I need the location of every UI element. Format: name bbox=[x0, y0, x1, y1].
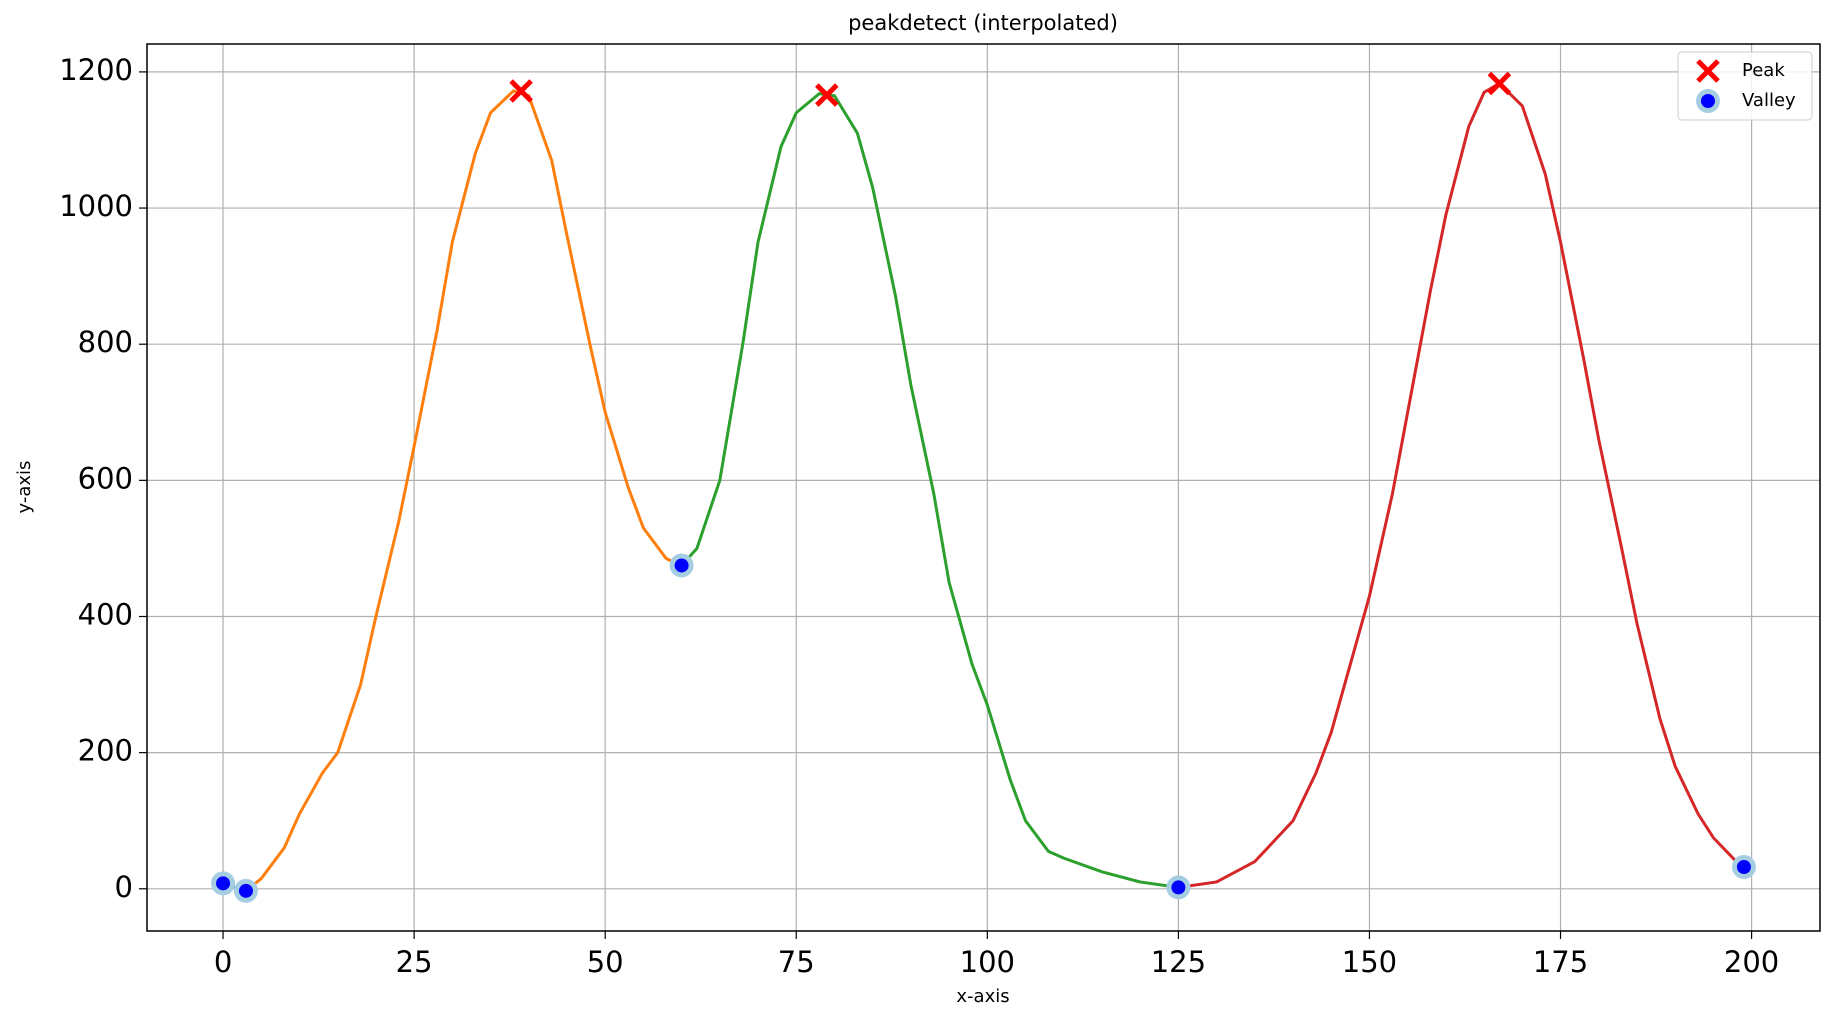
x-tick-label: 200 bbox=[1724, 945, 1779, 979]
y-axis-label: y-axis bbox=[14, 461, 35, 514]
valley-marker bbox=[674, 558, 689, 573]
grid bbox=[147, 44, 1820, 931]
x-tick-label: 50 bbox=[587, 945, 624, 979]
line bbox=[1178, 81, 1745, 889]
y-tick-label: 400 bbox=[78, 597, 133, 631]
peak-marker bbox=[509, 79, 533, 103]
x-tick-label: 25 bbox=[396, 945, 433, 979]
peak-marker bbox=[815, 83, 839, 107]
valley-marker bbox=[1171, 880, 1186, 895]
line bbox=[245, 89, 683, 893]
y-tick-label: 200 bbox=[78, 734, 133, 768]
x-tick-label: 150 bbox=[1342, 945, 1397, 979]
x-tick-label: 100 bbox=[960, 945, 1015, 979]
valley-marker bbox=[1736, 860, 1751, 875]
x-tick-label: 75 bbox=[778, 945, 815, 979]
y-tick-label: 1200 bbox=[59, 53, 133, 87]
peak-marker bbox=[1487, 71, 1512, 96]
y-tick-label: 600 bbox=[78, 461, 133, 495]
legend-marker bbox=[1701, 94, 1715, 108]
line bbox=[680, 92, 1179, 889]
legend-label: Peak bbox=[1742, 60, 1785, 81]
chart-title: peakdetect (interpolated) bbox=[848, 11, 1118, 35]
x-tick-label: 125 bbox=[1151, 945, 1206, 979]
y-tick-label: 0 bbox=[115, 870, 133, 904]
x-tick-label: 0 bbox=[214, 945, 232, 979]
valley-marker bbox=[238, 883, 253, 898]
legend-marker bbox=[1696, 59, 1720, 83]
x-tick-label: 175 bbox=[1533, 945, 1588, 979]
valley-marker bbox=[216, 876, 231, 891]
y-tick-label: 1000 bbox=[59, 189, 133, 223]
x-axis-label: x-axis bbox=[956, 986, 1009, 1007]
plot-frame bbox=[146, 43, 1821, 932]
y-tick-label: 800 bbox=[78, 325, 133, 359]
legend-label: Valley bbox=[1742, 90, 1796, 111]
